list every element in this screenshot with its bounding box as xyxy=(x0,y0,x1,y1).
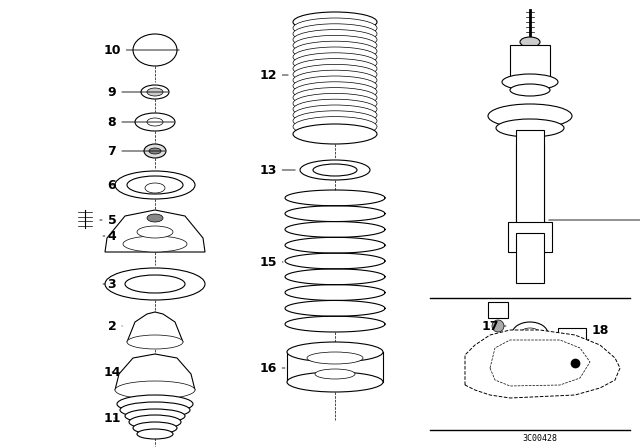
Text: 5: 5 xyxy=(100,214,116,227)
Polygon shape xyxy=(490,340,590,386)
Bar xyxy=(508,222,552,252)
Ellipse shape xyxy=(313,164,357,176)
Ellipse shape xyxy=(496,119,564,137)
Ellipse shape xyxy=(147,88,163,96)
Polygon shape xyxy=(105,210,205,252)
Text: 9: 9 xyxy=(108,86,168,99)
Text: 18: 18 xyxy=(588,323,609,340)
Ellipse shape xyxy=(293,82,377,102)
Ellipse shape xyxy=(144,144,166,158)
Ellipse shape xyxy=(293,70,377,90)
Bar xyxy=(516,130,544,238)
Ellipse shape xyxy=(115,381,195,399)
Ellipse shape xyxy=(492,320,504,332)
Bar xyxy=(510,45,550,80)
Polygon shape xyxy=(465,330,620,398)
Ellipse shape xyxy=(293,88,377,108)
Polygon shape xyxy=(115,354,195,390)
Ellipse shape xyxy=(293,76,377,96)
Ellipse shape xyxy=(123,236,187,252)
Ellipse shape xyxy=(133,422,177,434)
Text: 13: 13 xyxy=(259,164,295,177)
Ellipse shape xyxy=(293,111,377,131)
Ellipse shape xyxy=(307,352,363,364)
Ellipse shape xyxy=(125,409,185,423)
Ellipse shape xyxy=(147,118,163,126)
Ellipse shape xyxy=(127,176,183,194)
Ellipse shape xyxy=(300,160,370,180)
Text: 6: 6 xyxy=(108,178,116,191)
Text: 11: 11 xyxy=(103,412,121,425)
Ellipse shape xyxy=(293,24,377,44)
Text: 2: 2 xyxy=(108,319,122,332)
Ellipse shape xyxy=(127,335,183,349)
Ellipse shape xyxy=(120,402,190,418)
Ellipse shape xyxy=(133,34,177,66)
Ellipse shape xyxy=(293,53,377,73)
Ellipse shape xyxy=(293,47,377,67)
Ellipse shape xyxy=(293,30,377,50)
Ellipse shape xyxy=(512,322,548,346)
Ellipse shape xyxy=(287,372,383,392)
Ellipse shape xyxy=(551,339,565,353)
Ellipse shape xyxy=(315,369,355,379)
Ellipse shape xyxy=(293,124,377,144)
Bar xyxy=(516,233,544,283)
Ellipse shape xyxy=(293,18,377,38)
Ellipse shape xyxy=(137,429,173,439)
Ellipse shape xyxy=(293,99,377,119)
Text: 15: 15 xyxy=(259,255,283,268)
Text: 4: 4 xyxy=(103,229,116,242)
Ellipse shape xyxy=(293,59,377,78)
Text: 16: 16 xyxy=(259,362,285,375)
Ellipse shape xyxy=(293,35,377,56)
Ellipse shape xyxy=(115,171,195,199)
Ellipse shape xyxy=(293,105,377,125)
Ellipse shape xyxy=(520,37,540,47)
Ellipse shape xyxy=(149,148,161,154)
Text: 12: 12 xyxy=(259,69,288,82)
Ellipse shape xyxy=(117,395,193,413)
Ellipse shape xyxy=(520,328,540,340)
Polygon shape xyxy=(127,312,183,342)
Ellipse shape xyxy=(293,12,377,32)
Ellipse shape xyxy=(293,41,377,61)
Ellipse shape xyxy=(141,85,169,99)
Ellipse shape xyxy=(287,342,383,362)
Ellipse shape xyxy=(137,226,173,238)
Text: 17: 17 xyxy=(481,319,506,332)
Ellipse shape xyxy=(135,113,175,131)
Text: 1: 1 xyxy=(548,214,640,227)
Bar xyxy=(488,302,508,318)
Ellipse shape xyxy=(145,183,165,193)
Ellipse shape xyxy=(293,93,377,113)
Ellipse shape xyxy=(147,214,163,222)
Ellipse shape xyxy=(510,84,550,96)
Ellipse shape xyxy=(293,116,377,137)
Ellipse shape xyxy=(105,268,205,300)
Text: 3: 3 xyxy=(103,277,116,290)
Ellipse shape xyxy=(129,415,181,429)
Ellipse shape xyxy=(125,275,185,293)
Text: 10: 10 xyxy=(103,43,179,56)
Text: 3C00428: 3C00428 xyxy=(522,434,557,443)
Text: 14: 14 xyxy=(103,366,121,379)
Text: 7: 7 xyxy=(108,145,165,158)
Ellipse shape xyxy=(488,104,572,128)
Text: 8: 8 xyxy=(108,116,174,129)
Ellipse shape xyxy=(293,65,377,84)
Ellipse shape xyxy=(502,74,558,90)
Bar xyxy=(558,328,586,340)
